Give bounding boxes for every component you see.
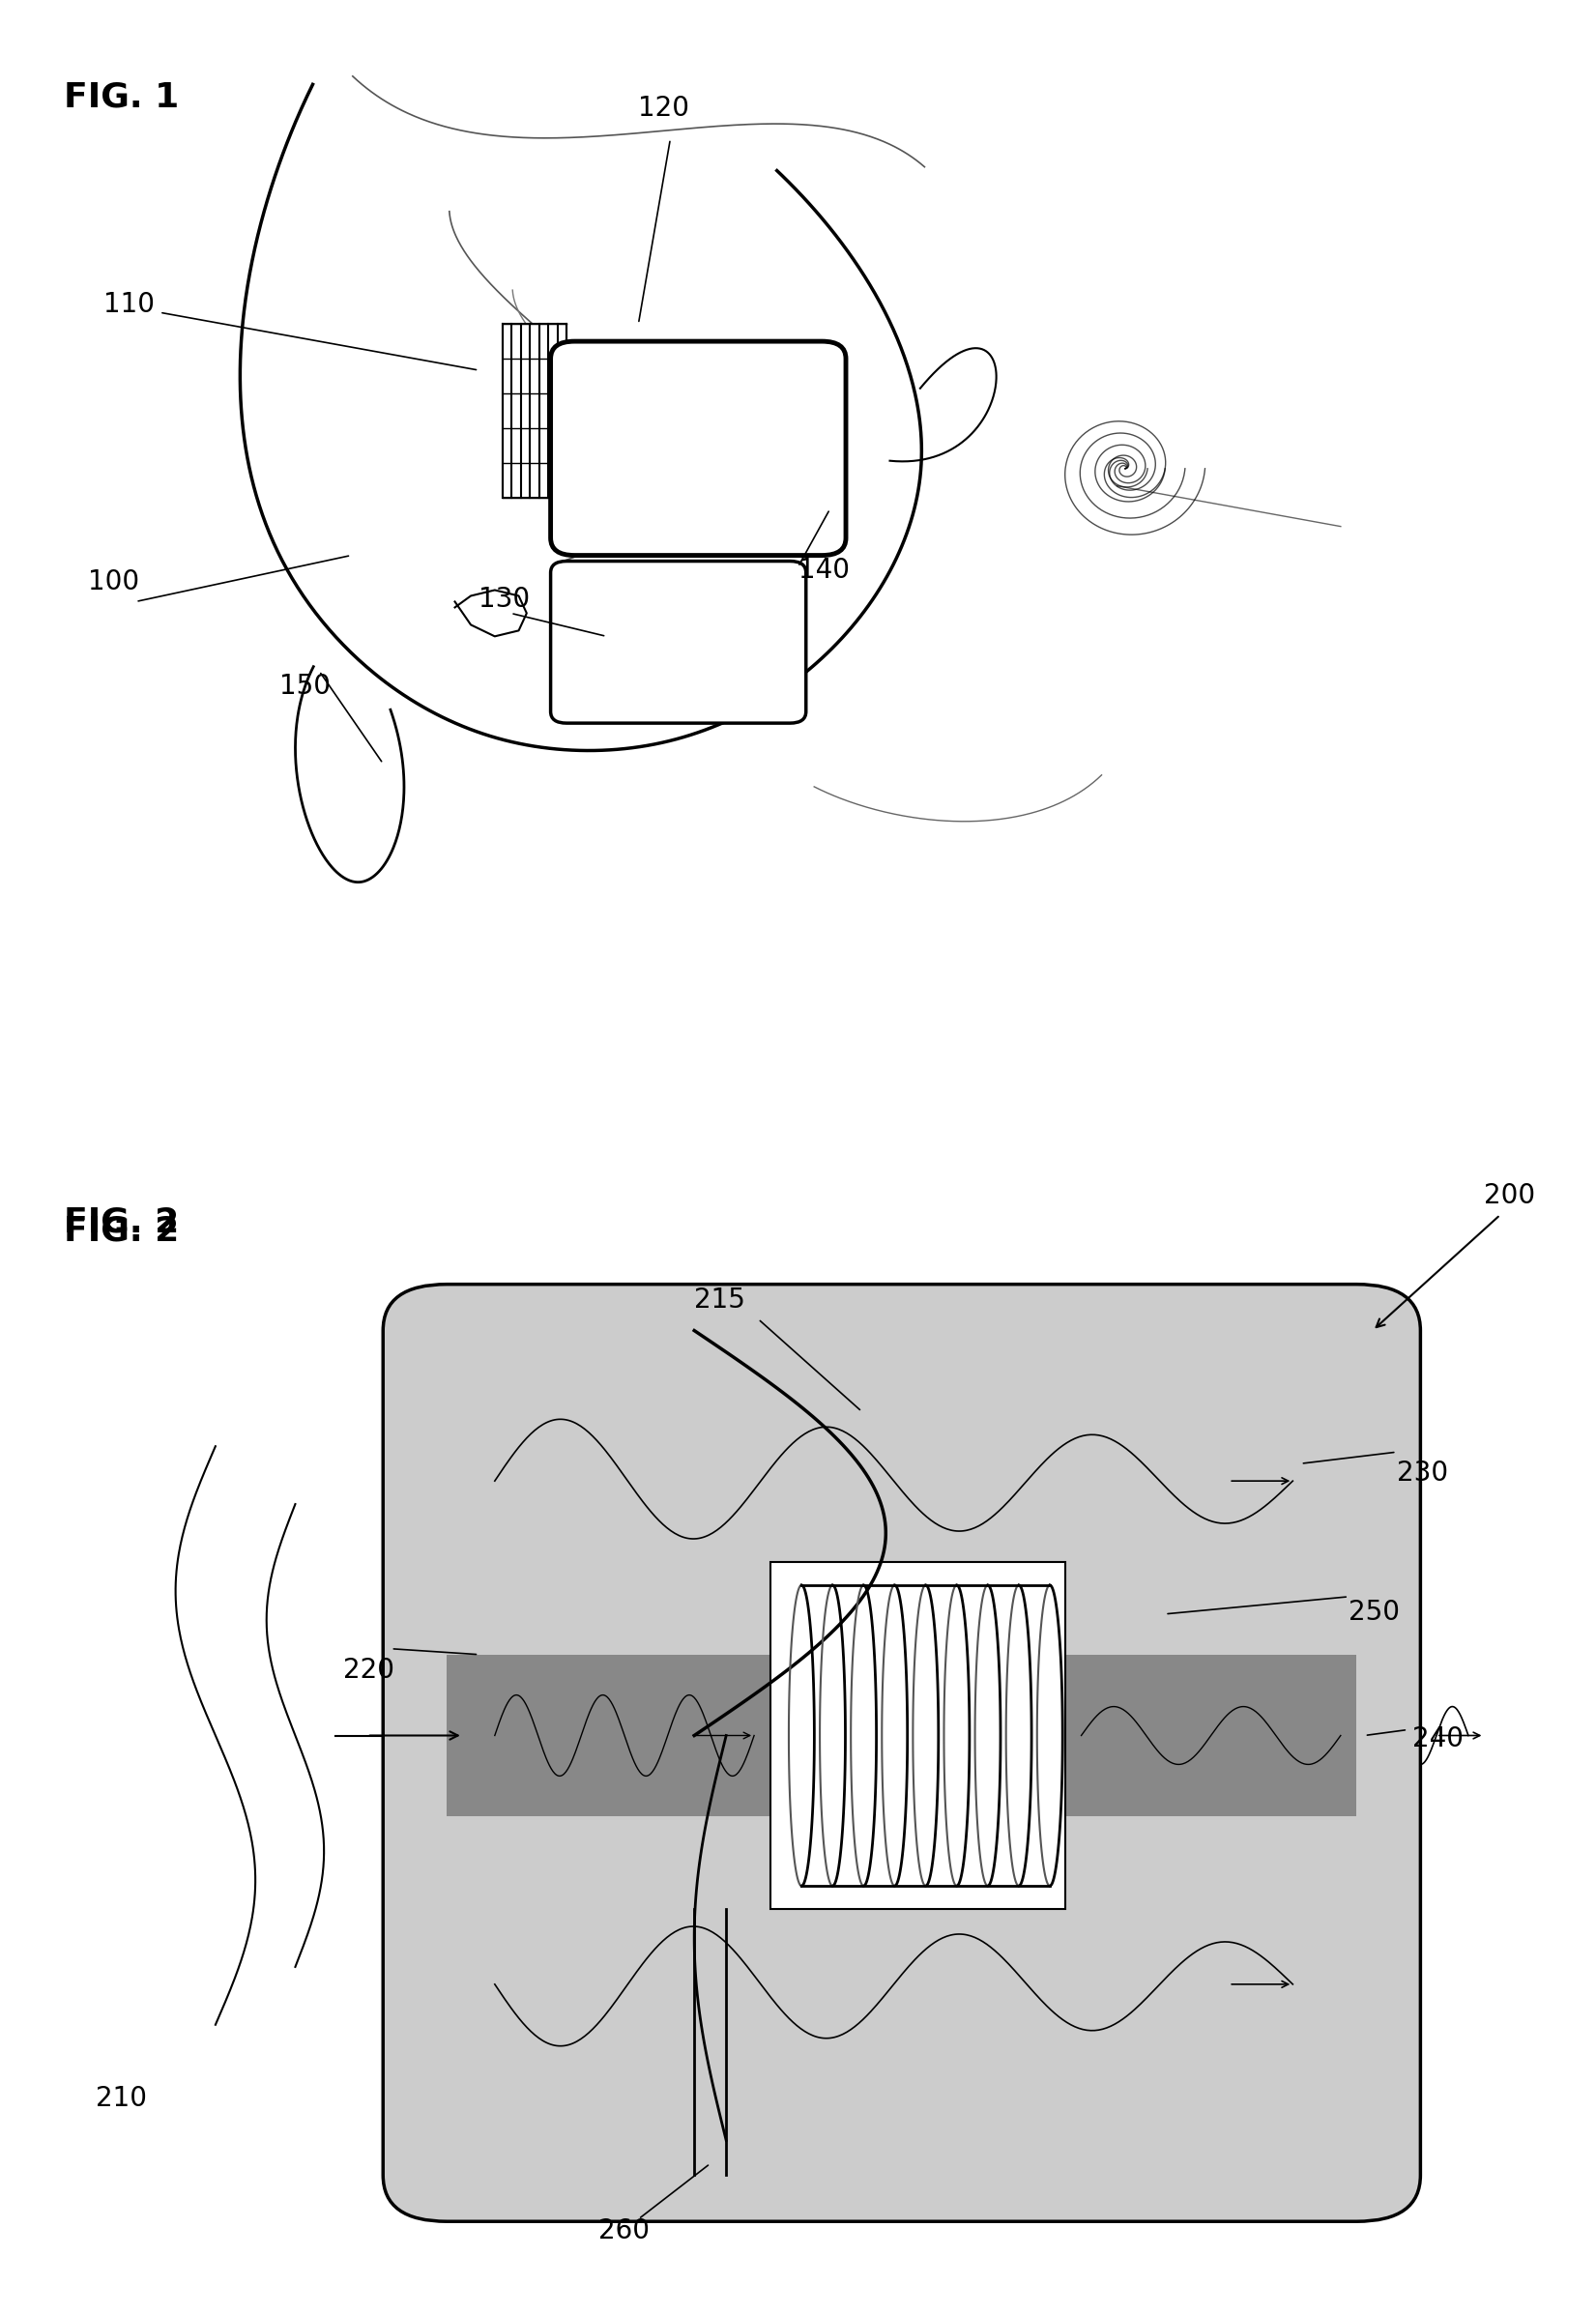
Text: 120: 120 [638, 95, 689, 123]
Bar [769, 1562, 1065, 1909]
Text: 210: 210 [96, 2085, 147, 2113]
Text: 150: 150 [279, 673, 330, 701]
FancyBboxPatch shape [383, 1284, 1420, 2221]
Text: FIG. 2: FIG. 2 [64, 1206, 179, 1238]
Text: 240: 240 [1412, 1726, 1464, 1754]
FancyBboxPatch shape [551, 562, 806, 722]
Text: 260: 260 [598, 2217, 650, 2245]
Text: 215: 215 [694, 1287, 745, 1314]
Polygon shape [455, 590, 527, 636]
Text: FIG. 1: FIG. 1 [64, 81, 179, 113]
Text: 100: 100 [88, 569, 139, 597]
FancyBboxPatch shape [551, 340, 846, 555]
Text: 230: 230 [1396, 1460, 1448, 1488]
Text: FIG. 2: FIG. 2 [64, 1215, 179, 1247]
Text: 220: 220 [343, 1657, 394, 1685]
Text: 130: 130 [479, 585, 530, 613]
Bar [447, 1655, 1357, 1816]
Text: 110: 110 [104, 292, 155, 319]
FancyBboxPatch shape [503, 324, 567, 498]
Text: 140: 140 [798, 558, 849, 585]
Text: 200: 200 [1484, 1182, 1535, 1210]
Text: 250: 250 [1349, 1599, 1400, 1627]
